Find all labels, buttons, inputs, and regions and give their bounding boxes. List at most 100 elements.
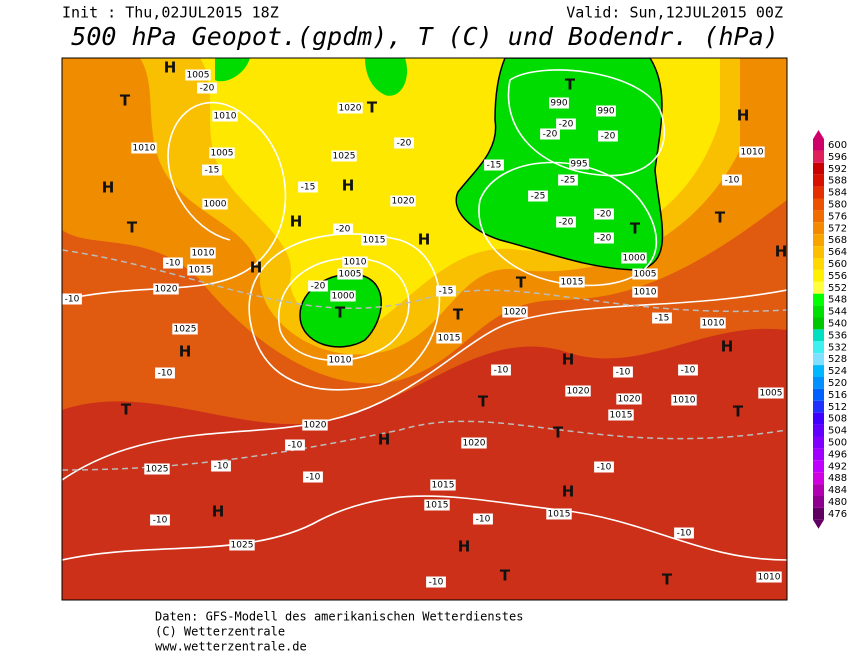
label-box bbox=[671, 394, 697, 406]
label-box bbox=[212, 110, 238, 122]
label-box bbox=[758, 387, 784, 399]
contour-label: 990 bbox=[597, 107, 614, 117]
label-box bbox=[608, 409, 634, 421]
pressure-center: H bbox=[342, 177, 355, 195]
label-box bbox=[594, 232, 614, 244]
colorbar-swatch bbox=[813, 365, 824, 377]
contour-label: 990 bbox=[550, 99, 567, 109]
label-box bbox=[613, 366, 633, 378]
map-labels: H H H H H H H H H H H H H H H T T T T T T T T T T T T T T T 1005 1010 10… bbox=[62, 59, 787, 589]
footer-line: (C) Wetterzentrale bbox=[155, 625, 285, 639]
label-box bbox=[678, 364, 698, 376]
colorbar-swatch bbox=[813, 400, 824, 413]
isobar bbox=[62, 289, 787, 481]
contour-label: 1005 bbox=[339, 270, 362, 280]
label-box bbox=[303, 471, 323, 483]
isobar bbox=[62, 101, 287, 301]
colorbar-swatch bbox=[813, 329, 824, 342]
label-box bbox=[594, 208, 614, 220]
pressure-center: H bbox=[562, 351, 575, 369]
pressure-center: T bbox=[516, 274, 527, 292]
colorbar-label: 516 bbox=[828, 390, 847, 401]
label-box bbox=[565, 385, 591, 397]
colorbar-label: 480 bbox=[828, 497, 847, 508]
pressure-center: T bbox=[733, 403, 744, 421]
colorbar-label: 504 bbox=[828, 426, 847, 437]
contour-label: -10 bbox=[476, 515, 491, 525]
init-time: Init : Thu,02JUL2015 18Z bbox=[62, 4, 279, 22]
label-box bbox=[327, 354, 353, 366]
label-box bbox=[197, 82, 217, 94]
colorbar-label: 580 bbox=[828, 199, 847, 210]
contour-label: -10 bbox=[158, 369, 173, 379]
contour-label: 1010 bbox=[702, 319, 725, 329]
pressure-center: H bbox=[179, 343, 192, 361]
contour-label: 1020 bbox=[155, 285, 178, 295]
contour-label: 1015 bbox=[189, 266, 212, 276]
colorbar-arrow bbox=[813, 519, 824, 529]
contour-label: 1020 bbox=[618, 395, 641, 405]
pressure-center: T bbox=[127, 219, 138, 237]
contour-label: 1005 bbox=[187, 71, 210, 81]
label-box bbox=[540, 128, 560, 140]
colorbar-label: 492 bbox=[828, 461, 847, 472]
contour-label: 1015 bbox=[610, 411, 633, 421]
contour-label: 1025 bbox=[146, 465, 169, 475]
label-box bbox=[596, 105, 616, 117]
label-box bbox=[153, 283, 179, 295]
colorbar-swatch bbox=[813, 258, 824, 270]
colorbar-swatch bbox=[813, 198, 824, 211]
pressure-center: T bbox=[478, 393, 489, 411]
label-box bbox=[202, 198, 228, 210]
colorbar-label: 500 bbox=[828, 437, 847, 448]
contour-label: 1000 bbox=[204, 200, 227, 210]
contour-label: -20 bbox=[200, 84, 215, 94]
label-box bbox=[616, 393, 642, 405]
contour-label: 1015 bbox=[561, 278, 584, 288]
colorbar-label: 544 bbox=[828, 307, 847, 318]
colorbar-swatch bbox=[813, 412, 824, 425]
label-box bbox=[187, 264, 213, 276]
contour-label: -10 bbox=[494, 366, 509, 376]
label-box bbox=[491, 364, 511, 376]
contour-label: -10 bbox=[616, 368, 631, 378]
pressure-center: T bbox=[500, 567, 511, 585]
label-box bbox=[598, 130, 618, 142]
pressure-center: T bbox=[553, 424, 564, 442]
contour-label: 1010 bbox=[758, 573, 781, 583]
colorbar-swatch bbox=[813, 186, 824, 199]
label-box bbox=[333, 223, 353, 235]
label-box bbox=[209, 147, 235, 159]
label-box bbox=[556, 118, 576, 130]
pressure-center: T bbox=[715, 209, 726, 227]
label-box bbox=[559, 276, 585, 288]
colorbar-swatch bbox=[813, 210, 824, 223]
isobar bbox=[62, 495, 787, 561]
pressure-center: T bbox=[120, 92, 131, 110]
colorbar-label: 532 bbox=[828, 342, 847, 353]
colorbar-swatch bbox=[813, 150, 824, 163]
colorbar-swatch bbox=[813, 388, 824, 401]
contour-label: 1020 bbox=[567, 387, 590, 397]
colorbar-label: 484 bbox=[828, 485, 847, 496]
label-box bbox=[285, 439, 305, 451]
label-box bbox=[436, 332, 462, 344]
colorbar-label: 524 bbox=[828, 366, 847, 377]
colorbar-swatch bbox=[813, 269, 824, 282]
label-box bbox=[546, 508, 572, 520]
colorbar-label: 596 bbox=[828, 152, 847, 163]
colorbar-swatch bbox=[813, 507, 824, 520]
isobar bbox=[248, 233, 441, 391]
label-box bbox=[308, 280, 328, 292]
contour-label: 1015 bbox=[426, 501, 449, 511]
label-box bbox=[739, 146, 765, 158]
colorbar-label: 512 bbox=[828, 402, 847, 413]
label-box bbox=[144, 463, 170, 475]
pressure-center: H bbox=[737, 107, 750, 125]
pressure-center: T bbox=[335, 304, 346, 322]
isobar bbox=[277, 257, 410, 362]
colorbar-swatch bbox=[813, 353, 824, 366]
colorbar-label: 600 bbox=[828, 140, 847, 151]
contour-label: -20 bbox=[559, 218, 574, 228]
label-box bbox=[172, 323, 198, 335]
